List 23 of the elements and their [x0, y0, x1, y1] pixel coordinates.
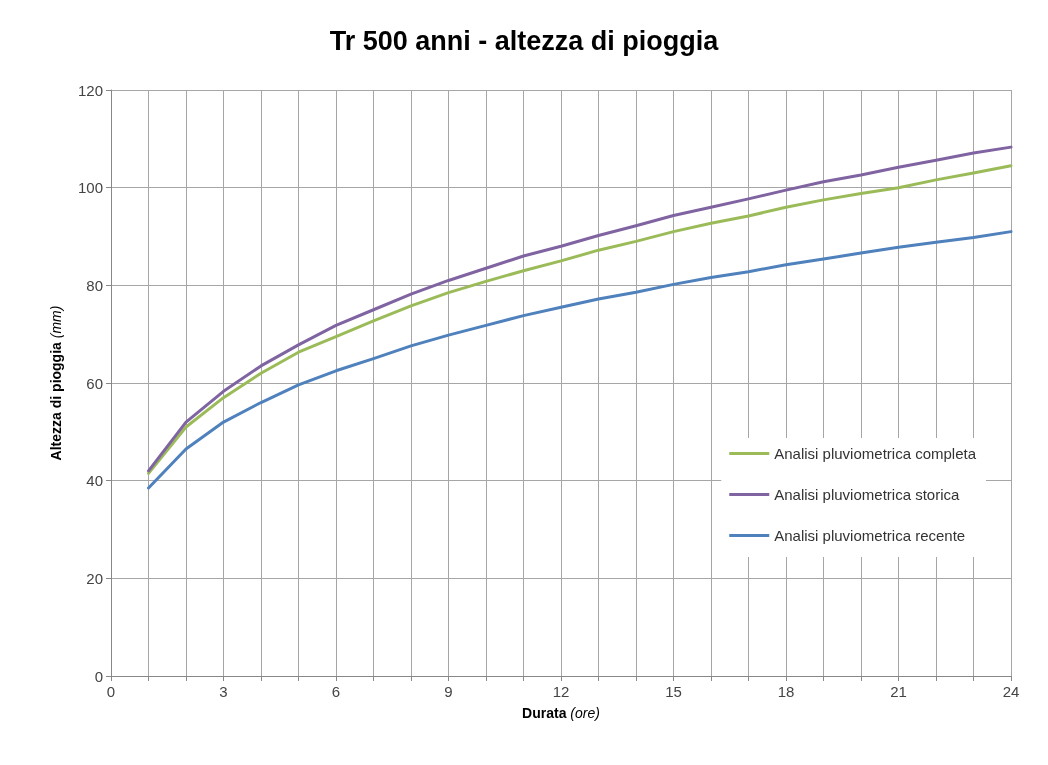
- y-axis-title: Altezza di pioggia (mm): [48, 305, 64, 461]
- legend-label: Analisi pluviometrica storica: [774, 486, 960, 503]
- legend-label: Analisi pluviometrica completa: [774, 445, 977, 462]
- chart-title: Tr 500 anni - altezza di pioggia: [329, 25, 720, 56]
- x-tick-label: 24: [1002, 683, 1020, 700]
- x-tick-label: 15: [665, 683, 682, 700]
- y-tick-label: 80: [86, 276, 103, 294]
- y-tick-label: 60: [86, 374, 103, 392]
- x-tick-label: 3: [219, 683, 228, 700]
- x-tick-label: 0: [106, 683, 116, 700]
- legend-label: Analisi pluviometrica recente: [774, 527, 966, 544]
- y-tick-label: 40: [86, 472, 103, 490]
- x-tick-label: 18: [777, 683, 795, 700]
- y-tick-label: 100: [77, 179, 103, 197]
- line-series: [147, 230, 1013, 490]
- y-tick-label: 20: [86, 569, 103, 587]
- x-tick-label: 9: [444, 683, 453, 700]
- x-axis-title: Durata (ore): [522, 705, 600, 721]
- x-tick-label: 21: [890, 683, 907, 700]
- x-tick-label: 6: [331, 683, 341, 700]
- x-tick-label: 12: [552, 683, 570, 700]
- y-tick-label: 0: [94, 667, 103, 685]
- y-tick-label: 120: [77, 81, 103, 99]
